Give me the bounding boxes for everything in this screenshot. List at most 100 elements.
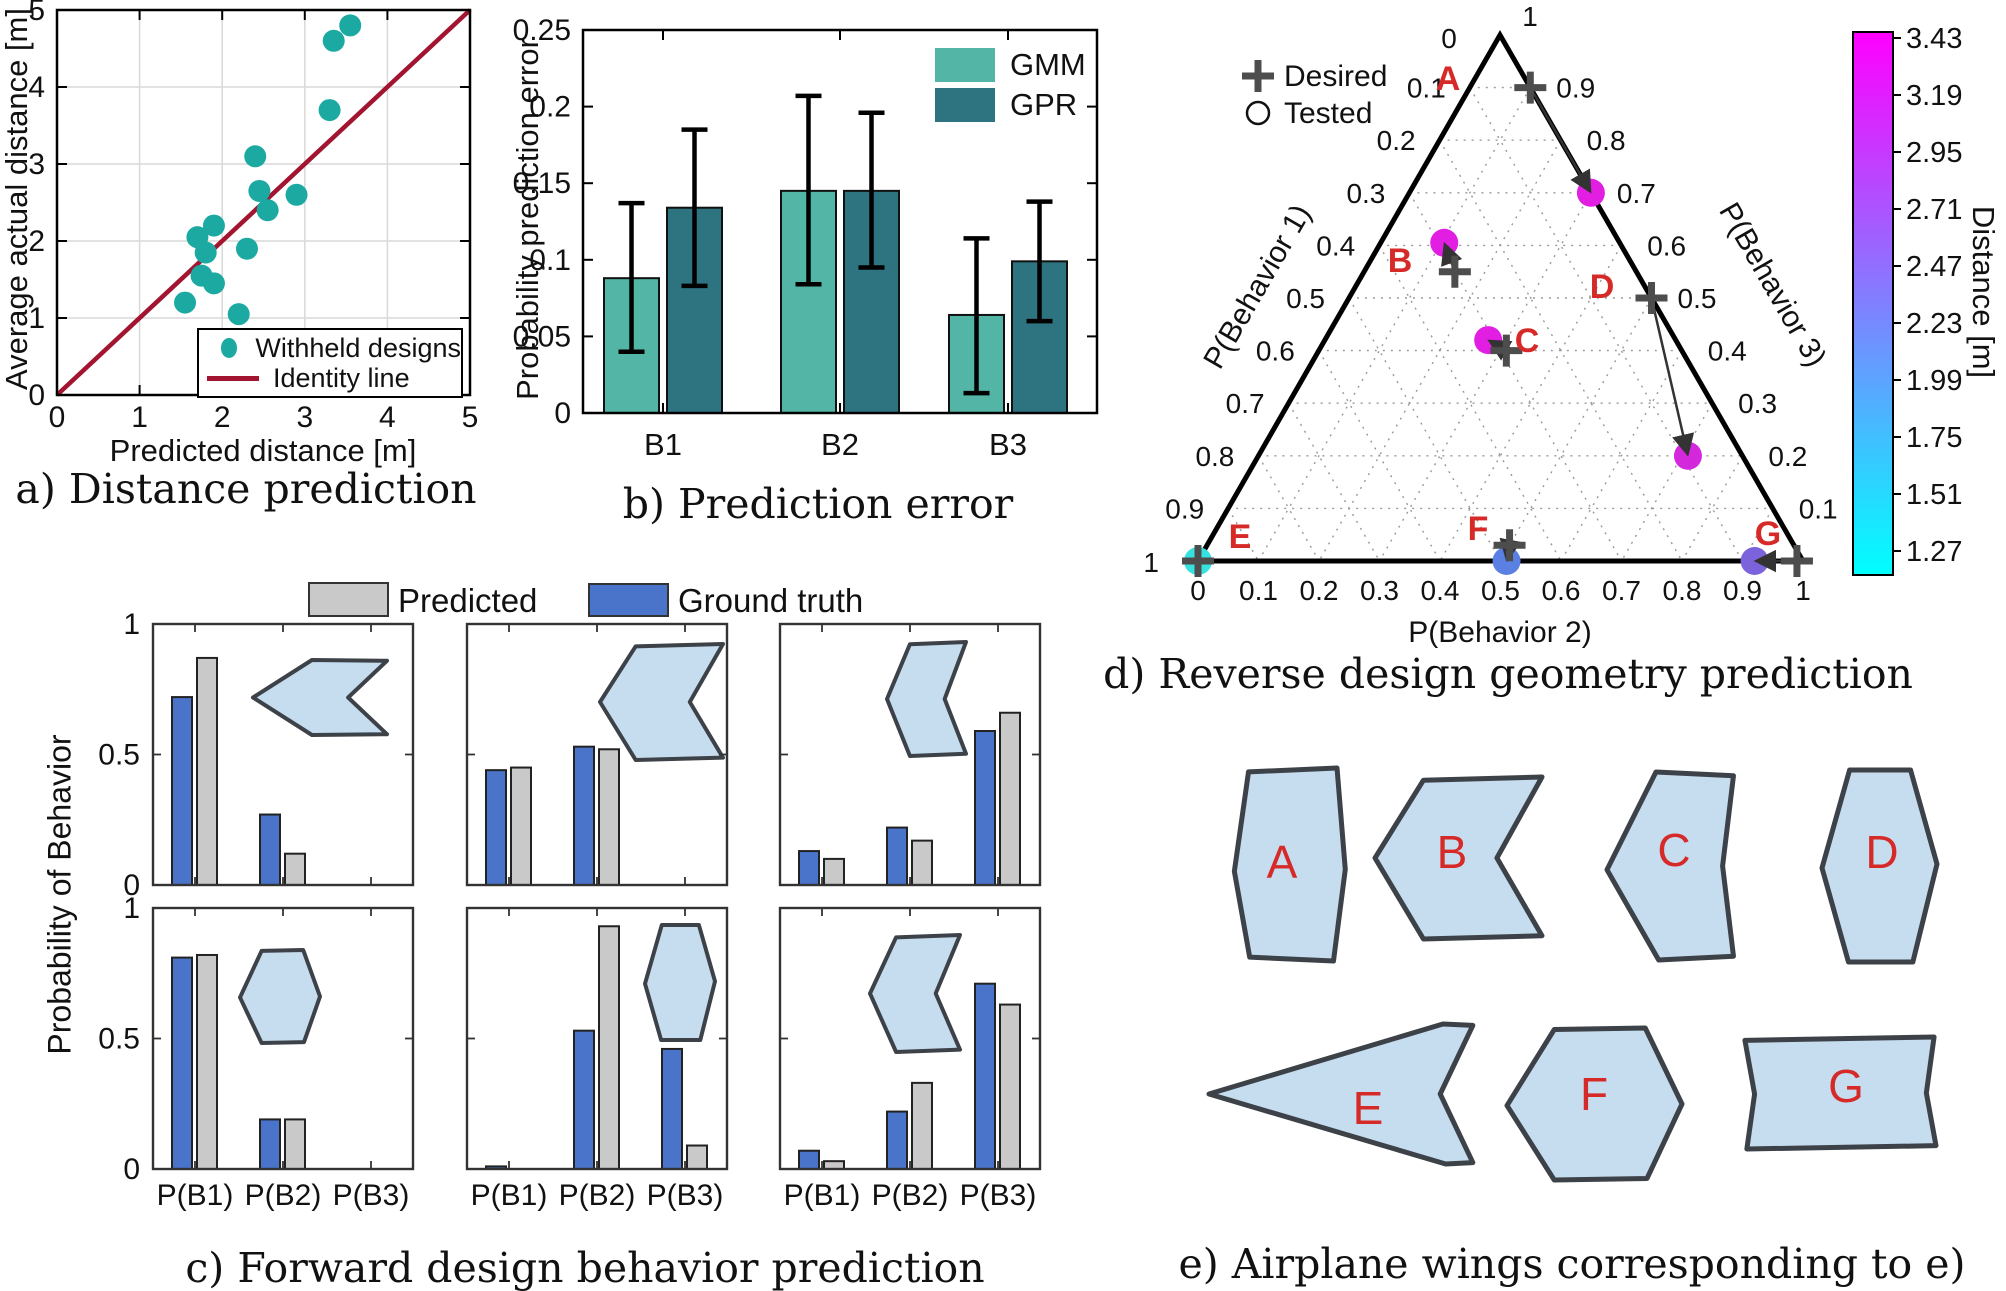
scatter-point <box>285 183 308 206</box>
c-bar-ground-truth <box>886 1110 908 1170</box>
scatter-point <box>248 179 271 202</box>
c-bar-ground-truth <box>798 1149 820 1170</box>
wing-letter-G: G <box>1828 1060 1864 1112</box>
a-ytick-label: 2 <box>28 225 45 258</box>
a-xtick-label: 0 <box>49 401 66 434</box>
colorbar-tick-label: 1.99 <box>1906 365 1962 397</box>
legend-a-line-label: Identity line <box>273 362 410 393</box>
c-ytick-label: 1 <box>123 608 140 641</box>
b-ytick-label: 0.2 <box>529 91 571 124</box>
ternary-gridline <box>1438 139 1683 562</box>
wing-letter-B: B <box>1437 826 1468 878</box>
caption-b: b) Prediction error <box>622 480 1014 528</box>
wing-letter-A: A <box>1267 836 1298 888</box>
wing-letter-E: E <box>1353 1082 1384 1134</box>
c-bar-predicted <box>999 711 1021 886</box>
ternary-bottom-tick-label: 0.2 <box>1300 575 1339 606</box>
ternary-left-tick-label: 0 <box>1441 23 1457 54</box>
c-category-label: P(B3) <box>960 1179 1037 1212</box>
c-bar-ground-truth <box>886 826 908 887</box>
b-category-label: B1 <box>644 427 682 462</box>
a-xtick-label: 2 <box>214 401 231 434</box>
ternary-left-tick-label: 0.3 <box>1346 178 1385 209</box>
legend-a-row-scatter: Withheld designs <box>199 332 461 363</box>
scatter-dot-icon <box>221 338 238 358</box>
c-category-label: P(B1) <box>157 1179 234 1212</box>
legend-d-desired-label: Desired <box>1284 60 1388 93</box>
ternary-bottom-tick-label: 0.3 <box>1360 575 1399 606</box>
c-category-label: P(B2) <box>245 1179 322 1212</box>
legend-c-predicted-label: Predicted <box>398 582 538 619</box>
a-xtick-label: 5 <box>462 401 479 434</box>
ternary-left-tick-label: 0.9 <box>1165 493 1204 524</box>
ternary-gridline <box>1318 139 1562 562</box>
ternary-right-tick-label: 0.1 <box>1799 493 1838 524</box>
c-bar-predicted <box>598 748 620 887</box>
b-ytick-label: 0.1 <box>529 244 571 277</box>
c-bar-ground-truth <box>259 813 281 887</box>
colorbar-tick-label: 1.75 <box>1906 422 1962 454</box>
legend-b-gmm-label: GMM <box>1010 47 1086 82</box>
c-wing-glyph <box>885 640 968 758</box>
wing-shape-C <box>1604 769 1736 963</box>
c-ytick-label: 0.5 <box>98 739 140 772</box>
ternary-right-tick-label: 0.4 <box>1708 336 1747 367</box>
scatter-point <box>339 14 362 37</box>
colorbar-tick-label: 1.27 <box>1906 536 1962 568</box>
ternary-right-tick-label: 0.7 <box>1617 178 1656 209</box>
ternary-right-tick-label: 1 <box>1522 1 1538 32</box>
c-bar-predicted <box>999 1003 1021 1170</box>
ternary-bottom-tick-label: 0.8 <box>1663 575 1702 606</box>
b-category-label: B2 <box>821 427 859 462</box>
c-bar-predicted <box>284 852 306 886</box>
colorbar-tick-label: 3.43 <box>1906 23 1962 55</box>
c-bar-predicted <box>510 766 532 886</box>
colorbar-label: Distance [m] <box>1966 205 2001 379</box>
c-ylabel: Probability of Behavior <box>41 734 78 1055</box>
ternary-bottom-tick-label: 0.7 <box>1602 575 1641 606</box>
tested-point-B <box>1430 228 1459 257</box>
c-bar-ground-truth <box>259 1118 281 1171</box>
c-bar-ground-truth <box>485 769 507 886</box>
ternary-left-tick-label: 0.8 <box>1195 441 1234 472</box>
c-bar-predicted <box>598 925 620 1171</box>
scatter-point <box>256 199 279 222</box>
tested-point-A <box>1576 178 1605 207</box>
b-ytick-label: 0.25 <box>513 14 571 47</box>
wing-shape-G <box>1742 1034 1939 1152</box>
scatter-point <box>202 272 225 295</box>
b-plot-box <box>581 28 1099 415</box>
c-wing-glyph <box>598 642 725 762</box>
c-bar-ground-truth <box>661 1047 683 1170</box>
arrow-desired-to-tested <box>1529 86 1592 194</box>
b-category-label: B3 <box>989 427 1027 462</box>
legend-a-scatter-label: Withheld designs <box>255 332 461 363</box>
wing-letter-C: C <box>1657 824 1690 876</box>
c-ytick-label: 0.5 <box>98 1023 140 1056</box>
wing-letter-D: D <box>1865 826 1898 878</box>
colorbar-tick-label: 2.71 <box>1906 194 1962 226</box>
caption-d: d) Reverse design geometry prediction <box>1103 650 1913 698</box>
ternary-left-tick-label: 0.4 <box>1316 230 1355 261</box>
b-ytick-label: 0.05 <box>513 320 571 353</box>
a-xtick-label: 1 <box>131 401 148 434</box>
ternary-point-label-B: B <box>1388 242 1413 280</box>
ternary-gridline <box>1469 87 1744 562</box>
scatter-point <box>227 303 250 326</box>
arrow-desired-to-tested <box>1650 297 1695 457</box>
ternary-bottom-axis-label: P(Behavior 2) <box>1408 616 1592 649</box>
ternary-bottom-tick-label: 0 <box>1190 575 1206 606</box>
ternary-left-tick-label: 1 <box>1143 547 1159 578</box>
ternary-bottom-tick-label: 1 <box>1795 575 1811 606</box>
wing-shape-D <box>1819 767 1940 965</box>
colorbar-tick-label: 2.95 <box>1906 137 1962 169</box>
b-ytick-label: 0 <box>554 397 571 430</box>
ternary-left-tick-label: 0.1 <box>1407 73 1446 104</box>
a-xtick-label: 3 <box>296 401 313 434</box>
identity-line-icon <box>207 375 259 381</box>
a-xtick-label: 4 <box>379 401 396 434</box>
scatter-point <box>186 226 209 249</box>
scatter-point <box>235 237 258 260</box>
